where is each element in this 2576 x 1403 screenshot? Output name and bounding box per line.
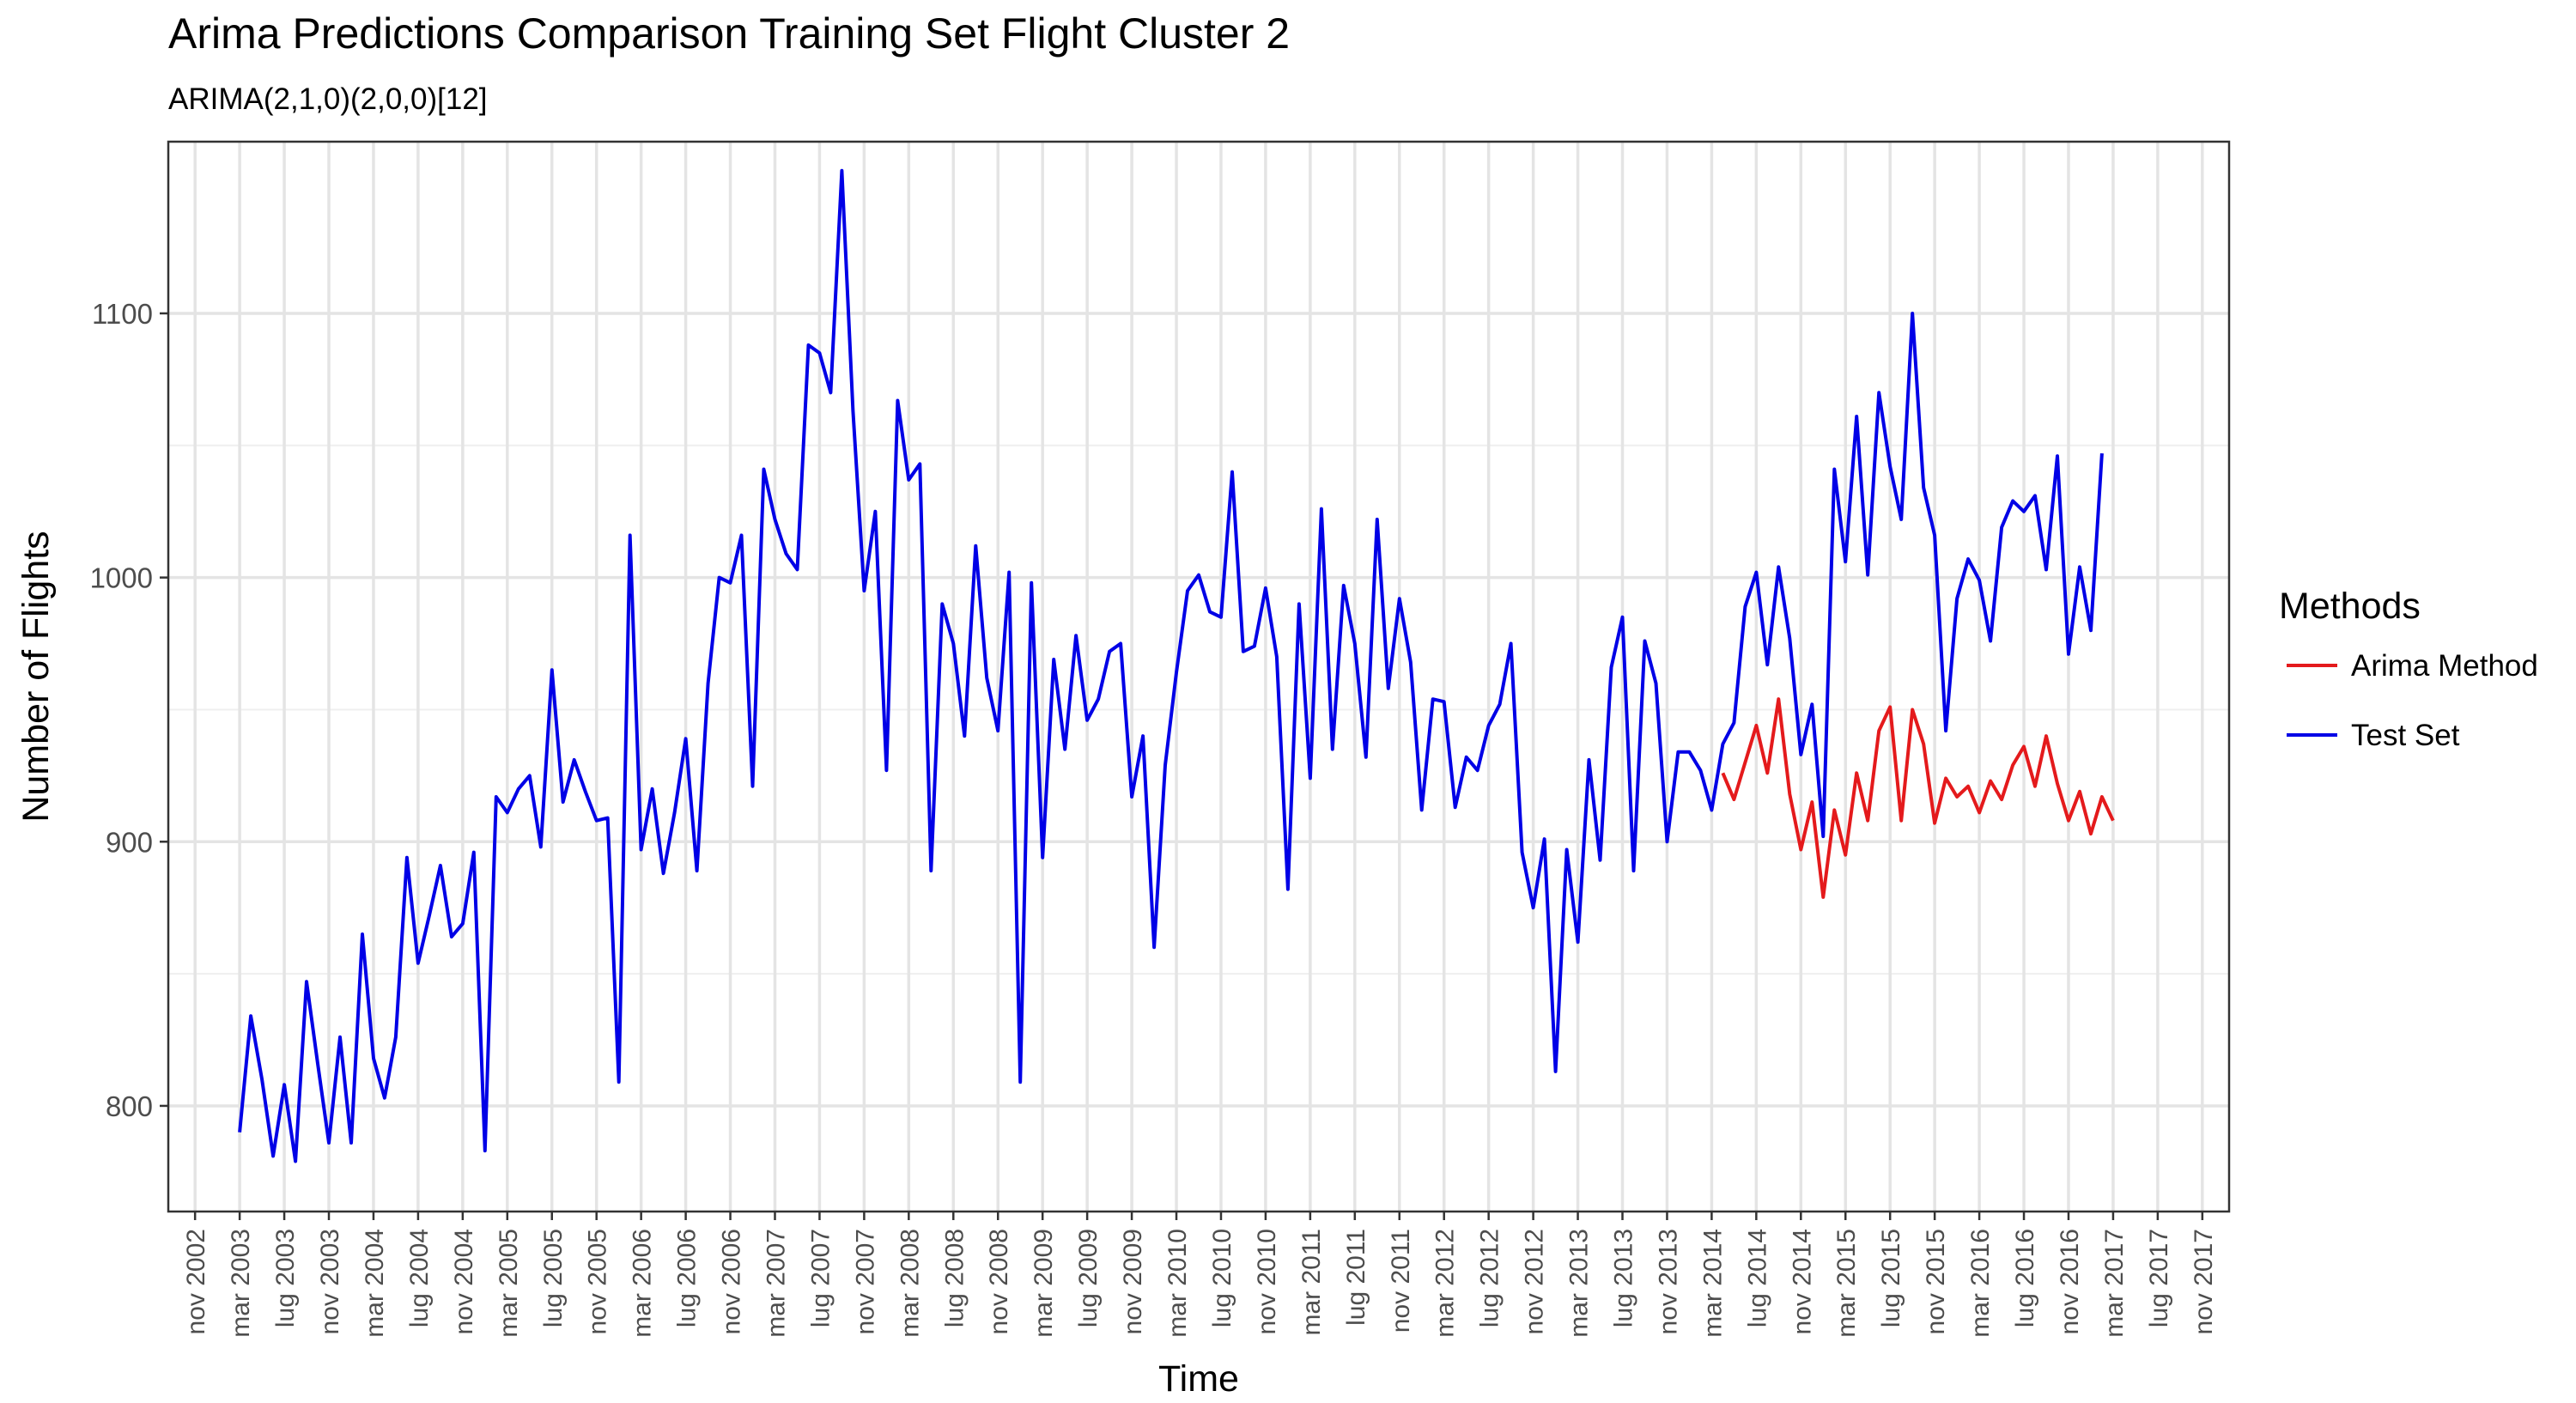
x-tick-label: mar 2014 — [1698, 1229, 1727, 1338]
x-tick-label: nov 2006 — [718, 1229, 746, 1334]
y-tick-label: 800 — [106, 1090, 153, 1122]
x-tick-label: nov 2009 — [1119, 1229, 1147, 1334]
series-line-arima-method — [1721, 697, 2115, 899]
x-tick-label: nov 2002 — [182, 1229, 210, 1334]
x-tick-label: nov 2003 — [316, 1229, 344, 1334]
x-tick-label: lug 2008 — [940, 1229, 969, 1327]
x-tick-label: nov 2004 — [450, 1229, 478, 1334]
legend-label: Arima Method — [2351, 649, 2538, 683]
legend-label: Test Set — [2351, 719, 2460, 752]
x-tick-label: mar 2016 — [1966, 1229, 1995, 1338]
x-tick-label: mar 2006 — [629, 1229, 657, 1338]
x-tick-label: mar 2015 — [1832, 1229, 1861, 1338]
y-axis-label: Number of Flights — [15, 531, 57, 822]
x-tick-label: lug 2007 — [806, 1229, 835, 1327]
x-tick-label: mar 2011 — [1297, 1229, 1326, 1336]
x-tick-label: lug 2003 — [271, 1229, 300, 1327]
x-tick-label: lug 2009 — [1074, 1229, 1103, 1327]
x-tick-label: nov 2016 — [2056, 1229, 2084, 1334]
x-tick-label: mar 2009 — [1030, 1229, 1058, 1338]
grid — [168, 142, 2229, 1212]
x-tick-label: lug 2014 — [1743, 1229, 1771, 1327]
x-tick-label: lug 2017 — [2145, 1229, 2173, 1327]
x-tick-label: mar 2008 — [896, 1229, 924, 1338]
x-tick-label: nov 2013 — [1654, 1229, 1682, 1334]
x-tick-label: mar 2012 — [1431, 1229, 1460, 1338]
x-tick-label: nov 2010 — [1253, 1229, 1281, 1334]
x-tick-label: lug 2012 — [1476, 1229, 1504, 1327]
x-tick-label: lug 2013 — [1610, 1229, 1638, 1327]
x-tick-label: lug 2015 — [1877, 1229, 1905, 1327]
x-tick-label: mar 2013 — [1565, 1229, 1594, 1338]
x-tick-label: nov 2015 — [1922, 1229, 1950, 1334]
x-tick-label: mar 2005 — [495, 1229, 523, 1338]
x-tick-label: mar 2003 — [227, 1229, 255, 1338]
x-tick-label: mar 2004 — [361, 1229, 389, 1338]
x-tick-label: nov 2012 — [1521, 1229, 1549, 1334]
y-tick-label: 900 — [106, 826, 153, 858]
plot-panel-border — [167, 140, 2231, 1213]
legend: Methods Arima Method Test Set — [2279, 586, 2538, 752]
chart-subtitle: ARIMA(2,1,0)(2,0,0)[12] — [168, 82, 488, 116]
x-tick-label: lug 2016 — [2011, 1229, 2039, 1327]
x-tick-label: mar 2007 — [762, 1229, 790, 1338]
chart-title: Arima Predictions Comparison Training Se… — [168, 9, 1291, 58]
x-axis-label: Time — [1158, 1358, 1239, 1400]
x-tick-label: mar 2010 — [1163, 1229, 1192, 1338]
x-tick-label: nov 2011 — [1387, 1229, 1415, 1333]
y-axis: 800 900 1000 1100 — [90, 298, 168, 1122]
y-tick-label: 1000 — [90, 562, 153, 594]
x-tick-label: nov 2017 — [2190, 1229, 2218, 1334]
series-line-test-set — [238, 168, 2104, 1163]
x-tick-label: nov 2008 — [985, 1229, 1013, 1334]
x-tick-label: nov 2014 — [1788, 1229, 1816, 1334]
x-tick-label: lug 2004 — [405, 1229, 434, 1327]
legend-title: Methods — [2279, 586, 2421, 627]
x-tick-label: nov 2007 — [851, 1229, 879, 1334]
x-tick-label: lug 2010 — [1208, 1229, 1236, 1327]
x-axis: nov 2002 mar 2003 lug 2003 nov 2003 mar 2004… — [182, 1212, 2218, 1338]
x-tick-label: lug 2011 — [1342, 1229, 1370, 1326]
y-tick-label: 1100 — [92, 298, 153, 330]
x-tick-label: nov 2005 — [584, 1229, 612, 1334]
x-tick-label: lug 2006 — [673, 1229, 702, 1327]
x-tick-label: lug 2005 — [539, 1229, 568, 1327]
x-tick-label: mar 2017 — [2100, 1229, 2129, 1338]
series-lines — [238, 168, 2115, 1163]
